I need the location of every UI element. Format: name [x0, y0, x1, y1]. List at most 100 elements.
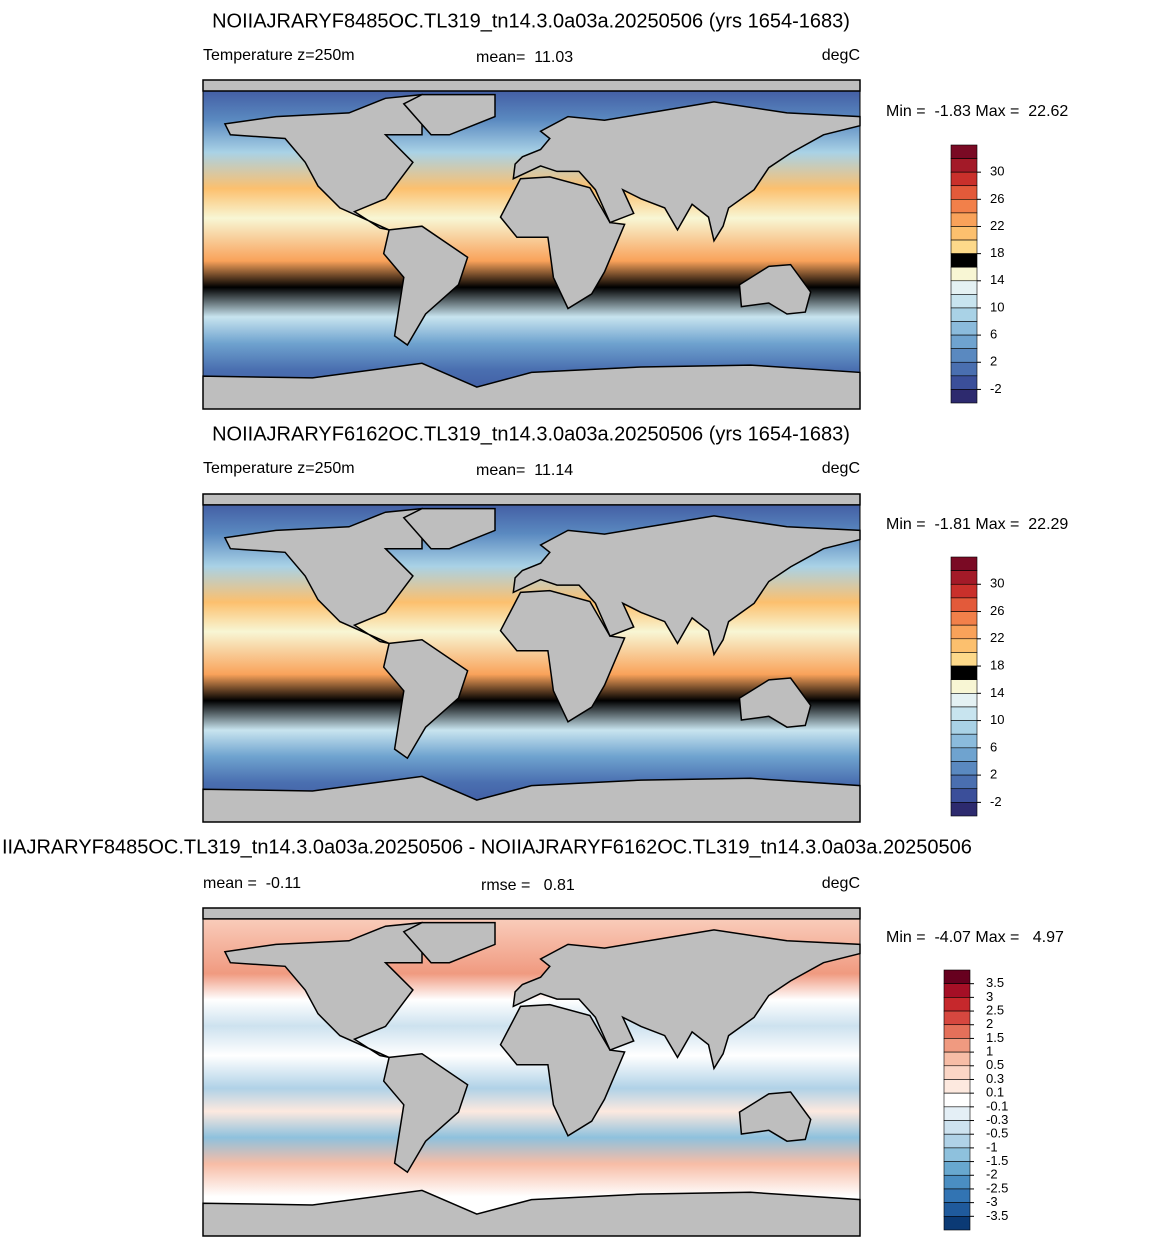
map-frame	[202, 493, 861, 823]
colorbar-box	[950, 348, 978, 363]
map-frame	[202, 907, 861, 1237]
colorbar-label: 18	[990, 245, 1004, 260]
colorbar-label: 0.5	[986, 1057, 1004, 1072]
colorbar-box	[950, 144, 978, 159]
land	[402, 921, 496, 964]
colorbar-box	[950, 774, 978, 790]
colorbar-label: 3	[986, 989, 993, 1004]
colorbar-label: -2	[986, 1167, 998, 1182]
land	[202, 907, 861, 920]
colorbar-label: 26	[990, 603, 1004, 618]
colorbar-label: 0.3	[986, 1071, 1004, 1086]
land	[382, 639, 469, 760]
colorbar-label: 3.5	[986, 975, 1004, 990]
center-label: mean= 11.14	[476, 462, 573, 479]
land	[499, 1003, 626, 1137]
colorbar-box	[950, 720, 978, 735]
colorbar-box	[950, 280, 978, 295]
center-label: mean= 11.03	[476, 49, 573, 66]
colorbar-box	[950, 638, 978, 653]
colorbar-box	[950, 199, 978, 214]
min-max: Min = -4.07 Max = 4.97	[886, 929, 1064, 946]
colorbar-label: 2	[986, 1016, 993, 1031]
colorbar-label: 1	[986, 1044, 993, 1059]
land	[738, 677, 812, 728]
colorbar-box	[950, 556, 978, 571]
panel-title: NOIIAJRARYF8485OC.TL319_tn14.3.0a03a.202…	[212, 10, 850, 32]
colorbar-box	[950, 375, 978, 390]
land	[499, 176, 626, 310]
colorbar-box	[950, 624, 978, 640]
colorbar-box	[943, 1120, 971, 1135]
colorbar-label: 0.1	[986, 1085, 1004, 1100]
colorbar-box	[943, 1174, 971, 1190]
colorbar-label: 6	[990, 327, 997, 342]
colorbar-box	[950, 321, 978, 336]
colorbar-box	[950, 583, 978, 599]
colorbar-box	[943, 1079, 971, 1094]
land	[382, 1053, 469, 1174]
center-label: rmse = 0.81	[481, 877, 575, 894]
land	[382, 225, 469, 347]
left-label: mean = -0.11	[203, 875, 301, 892]
colorbar-label: -0.1	[986, 1098, 1008, 1113]
colorbar-box	[950, 361, 978, 377]
units: degC	[822, 875, 860, 892]
colorbar-box	[950, 239, 978, 254]
colorbar-box	[950, 389, 978, 404]
colorbar-label: 10	[990, 299, 1004, 314]
colorbar-box	[950, 733, 978, 749]
colorbar-label: -3	[986, 1194, 998, 1209]
colorbar-box	[943, 1010, 971, 1026]
land	[223, 93, 423, 231]
colorbar-box	[943, 1051, 971, 1067]
colorbar-box	[950, 334, 978, 349]
land	[512, 515, 861, 657]
colorbar-label: 2	[990, 767, 997, 782]
land	[738, 1091, 812, 1142]
panel-title: NOIIAJRARYF6162OC.TL319_tn14.3.0a03a.202…	[212, 423, 850, 445]
colorbar-label: 30	[990, 576, 1004, 591]
colorbar-box	[950, 294, 978, 309]
colorbar-box	[950, 802, 978, 817]
colorbar-label: 22	[990, 630, 1004, 645]
colorbar-box	[950, 171, 978, 187]
colorbar-box	[943, 1065, 971, 1080]
colorbar-label: 26	[990, 191, 1004, 206]
colorbar-label: -0.5	[986, 1126, 1008, 1141]
colorbar-box	[950, 761, 978, 776]
left-label: Temperature z=250m	[203, 460, 355, 477]
land	[738, 263, 812, 315]
colorbar-label: -2	[990, 381, 1002, 396]
colorbar-box	[950, 570, 978, 585]
colorbar-box	[950, 747, 978, 762]
colorbar-box	[950, 597, 978, 612]
colorbar-box	[950, 185, 978, 200]
colorbar-label: -3.5	[986, 1208, 1008, 1223]
colorbar-label: 2	[990, 354, 997, 369]
colorbar-box	[943, 1161, 971, 1176]
colorbar-label: 22	[990, 218, 1004, 233]
land	[223, 507, 423, 645]
colorbar-box	[950, 158, 978, 173]
panel: NOIIAJRARYF8485OC.TL319_tn14.3.0a03a.202…	[202, 10, 1068, 410]
map-frame	[202, 79, 861, 410]
colorbar-box	[943, 1038, 971, 1053]
colorbar-box	[943, 1024, 971, 1039]
colorbar-box	[943, 1092, 971, 1108]
min-max: Min = -1.81 Max = 22.29	[886, 516, 1068, 533]
colorbar-box	[943, 1188, 971, 1203]
colorbar-box	[950, 788, 978, 803]
colorbar-box	[943, 983, 971, 998]
colorbar-box	[950, 253, 978, 268]
colorbar-box	[950, 266, 978, 282]
units: degC	[822, 460, 860, 477]
land	[499, 589, 626, 723]
land	[402, 507, 496, 550]
colorbar-box	[950, 212, 978, 227]
colorbar-label: -2.5	[986, 1180, 1008, 1195]
colorbar-box	[943, 997, 971, 1012]
colorbar-label: -1	[986, 1139, 998, 1154]
colorbar-box	[950, 307, 978, 322]
